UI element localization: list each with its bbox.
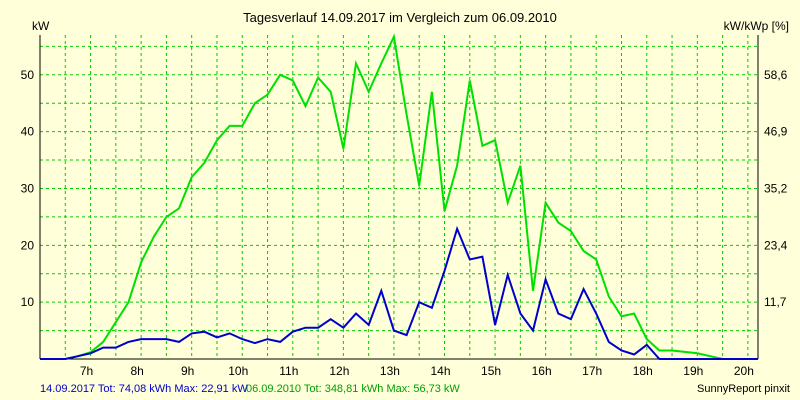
y-axis-left-label: kW: [32, 19, 50, 33]
axes: [39, 35, 759, 360]
footer-series-2-summary: 06.09.2010 Tot: 348,81 kWh Max: 56,73 kW: [246, 383, 460, 395]
y-tick-label-left: 40: [21, 125, 35, 139]
footer-credit: SunnyReport pinxit: [697, 383, 790, 395]
y-tick-label-right: 58,6: [764, 68, 788, 82]
y-axis-right-label: kW/kWp [%]: [724, 19, 789, 33]
x-tick-label: 16h: [532, 364, 552, 378]
y-tick-label-left: 50: [21, 68, 35, 82]
y-tick-label-right: 11,7: [764, 295, 787, 309]
y-tick-label-right: 23,4: [764, 238, 788, 252]
x-tick-label: 18h: [633, 364, 653, 378]
y-tick-label-right: 46,9: [764, 125, 788, 139]
x-tick-label: 17h: [582, 364, 602, 378]
x-tick-label: 20h: [734, 364, 754, 378]
x-tick-label: 10h: [228, 364, 248, 378]
chart-title: Tagesverlauf 14.09.2017 im Vergleich zum…: [243, 10, 557, 25]
y-tick-label-right: 35,2: [764, 181, 788, 195]
x-tick-label: 8h: [130, 364, 143, 378]
grid-lines: [40, 35, 758, 359]
y-tick-label-left: 20: [21, 238, 35, 252]
y-tick-label-left: 10: [21, 295, 35, 309]
x-tick-label: 12h: [329, 364, 349, 378]
x-tick-label: 14h: [430, 364, 450, 378]
x-tick-label: 11h: [279, 364, 298, 378]
x-tick-label: 19h: [683, 364, 703, 378]
footer-series-1-summary: 14.09.2017 Tot: 74,08 kWh Max: 22,91 kW: [40, 383, 248, 395]
x-tick-label: 7h: [80, 364, 93, 378]
x-tick-label: 15h: [481, 364, 501, 378]
series-line-06-09-2010: [40, 33, 758, 360]
x-tick-label: 9h: [181, 364, 194, 378]
series-lines: [40, 33, 758, 360]
x-tick-label: 13h: [380, 364, 400, 378]
tick-labels: 7h 8h 9h 10h 11h 12h 13h 14h 15h 16h 17h 18h 19h 20h 1…: [21, 68, 788, 378]
series-line-14-09-2017: [40, 225, 758, 360]
y-tick-label-left: 30: [21, 181, 35, 195]
